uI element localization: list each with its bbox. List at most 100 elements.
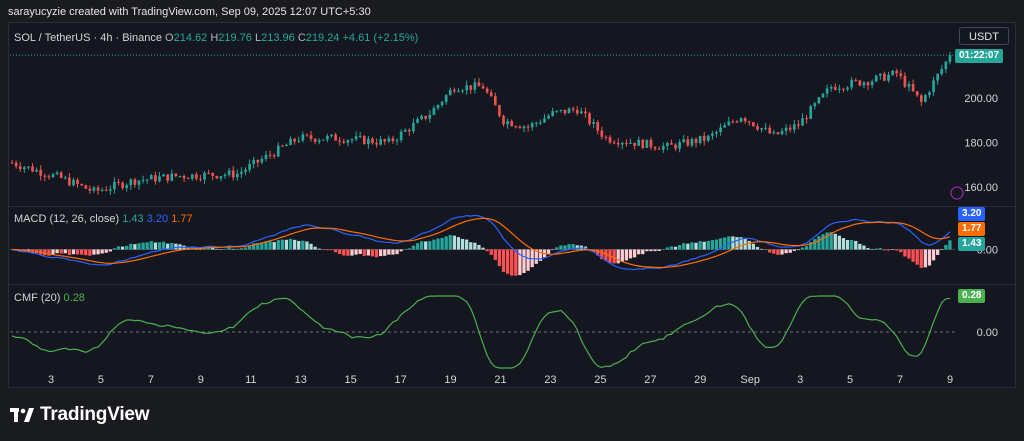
- candle-body: [100, 189, 104, 191]
- macd-histogram-bar: [862, 245, 866, 250]
- low-label: L: [254, 32, 262, 44]
- candle-body: [170, 173, 174, 181]
- symbol-name[interactable]: SOL / TetherUS · 4h · Binance: [14, 32, 162, 44]
- tradingview-logo[interactable]: TradingView: [10, 404, 150, 426]
- macd-histogram-bar: [309, 243, 313, 250]
- candle-body: [911, 84, 915, 92]
- candle-body: [182, 175, 186, 179]
- macd-histogram-bar: [940, 249, 944, 250]
- macd-histogram-bar: [379, 249, 383, 257]
- candle-body: [870, 81, 874, 86]
- macd-histogram-bar: [170, 242, 174, 250]
- candle-body: [715, 131, 718, 134]
- macd-histogram-bar: [510, 249, 514, 276]
- macd-histogram-bar: [358, 249, 362, 254]
- macd-histogram-bar: [145, 242, 149, 250]
- macd-histogram-bar: [931, 249, 936, 261]
- macd-signal-line: [11, 217, 951, 269]
- macd-histogram-bar: [686, 243, 690, 250]
- macd-histogram-bar: [301, 240, 305, 250]
- candle-body: [379, 139, 382, 145]
- macd-histogram-bar: [534, 249, 538, 264]
- macd-histogram-bar: [833, 233, 837, 250]
- candle-body: [240, 171, 243, 174]
- candle-body: [113, 181, 116, 190]
- candle-body: [850, 79, 853, 88]
- macd-histogram-bar: [764, 249, 768, 251]
- candle-body: [928, 92, 931, 96]
- candle-body: [760, 128, 763, 130]
- candle-body: [522, 126, 526, 129]
- time-tick-label: 29: [694, 374, 706, 386]
- macd-histogram-bar: [276, 240, 280, 250]
- candle-body: [399, 131, 403, 141]
- macd-histogram-bar: [288, 238, 293, 250]
- candle-body: [747, 121, 751, 123]
- candle-body: [121, 182, 124, 189]
- macd-histogram-bar: [727, 236, 731, 250]
- candle-body: [604, 136, 608, 138]
- candle-body: [412, 122, 415, 132]
- macd-histogram-bar: [456, 237, 461, 250]
- time-tick-label: 23: [544, 374, 556, 386]
- candle-body: [899, 73, 903, 76]
- candle-body: [178, 175, 182, 177]
- candle-body: [846, 87, 849, 90]
- macd-histogram-bar: [673, 246, 678, 250]
- macd-line-tag: 3.20: [958, 207, 986, 221]
- candle-body: [281, 145, 284, 147]
- macd-line-value: 3.20: [146, 213, 169, 225]
- macd-histogram-bar: [653, 249, 657, 252]
- macd-histogram-bar: [125, 245, 129, 250]
- candle-body: [817, 97, 821, 104]
- macd-histogram-bar: [411, 245, 416, 250]
- candle-body: [878, 73, 882, 76]
- macd-histogram-bar: [88, 249, 92, 256]
- candle-body: [256, 159, 260, 163]
- macd-histogram-bar: [157, 242, 162, 250]
- macd-histogram-bar: [174, 243, 178, 250]
- currency-button[interactable]: USDT: [959, 27, 1009, 45]
- candle-body: [166, 174, 170, 181]
- macd-line: [11, 214, 951, 271]
- macd-histogram-bar: [137, 243, 141, 250]
- time-tick-label: 25: [594, 374, 606, 386]
- macd-histogram-bar: [481, 247, 485, 250]
- candle-body: [489, 92, 493, 97]
- macd-histogram-bar: [850, 239, 854, 250]
- macd-histogram-bar: [243, 247, 248, 250]
- macd-histogram-bar: [239, 248, 244, 250]
- candle-body: [768, 127, 772, 134]
- macd-histogram-bar: [166, 243, 170, 250]
- cmf-legend: CMF (20) 0.28: [14, 292, 85, 304]
- macd-histogram-bar: [477, 244, 481, 250]
- macd-histogram-bar: [333, 249, 338, 253]
- time-tick-label: 27: [644, 374, 656, 386]
- candle-body: [944, 61, 948, 69]
- candle-body: [59, 172, 63, 178]
- candle-body: [547, 115, 550, 119]
- candle-body: [858, 80, 862, 86]
- macd-histogram-bar: [96, 249, 100, 255]
- candle-body: [55, 172, 59, 175]
- macd-histogram-bar: [374, 249, 379, 258]
- macd-title[interactable]: MACD (12, 26, close): [14, 213, 120, 225]
- macd-histogram-bar: [936, 249, 940, 255]
- chart-frame[interactable]: [8, 22, 1016, 388]
- candle-body: [43, 175, 47, 177]
- candle-body: [285, 144, 288, 147]
- cmf-title[interactable]: CMF (20): [14, 292, 61, 304]
- candle-body: [502, 115, 505, 125]
- macd-histogram-bar: [465, 239, 469, 250]
- macd-histogram-bar: [702, 241, 706, 250]
- candle-body: [76, 179, 79, 185]
- candle-body: [498, 105, 501, 116]
- candle-body: [207, 172, 210, 174]
- candle-body: [907, 84, 911, 87]
- candle-body: [199, 178, 202, 180]
- candle-body: [510, 121, 514, 127]
- candle-body: [539, 122, 542, 124]
- candle-body: [940, 68, 944, 74]
- macd-histogram-bar: [854, 240, 858, 250]
